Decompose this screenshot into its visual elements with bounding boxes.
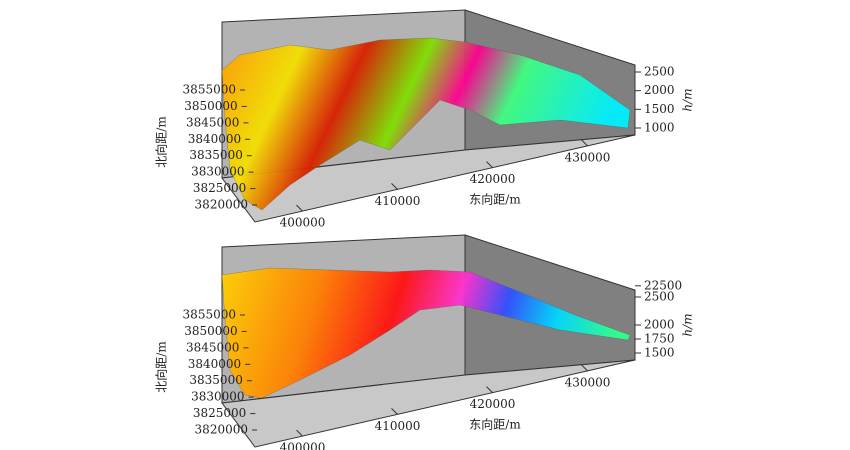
x-tick-label: 410000 bbox=[375, 419, 421, 433]
z-axis-label: h/m bbox=[681, 313, 695, 336]
y-tick-label: 3825000 bbox=[193, 406, 246, 420]
y-tick-label: 3820000 bbox=[195, 423, 248, 437]
y-tick-label: 3855000 bbox=[183, 83, 236, 97]
y-tick-label: 3825000 bbox=[193, 181, 246, 195]
x-tick-label: 420000 bbox=[470, 397, 516, 411]
y-tick-label: 3855000 bbox=[183, 308, 236, 322]
surface bbox=[221, 267, 631, 399]
y-axis-label: 北向距/m bbox=[154, 116, 169, 168]
x-axis-label: 东向距/m bbox=[469, 417, 521, 432]
z-tick-label: 2000 bbox=[644, 83, 675, 97]
y-tick-label: 3850000 bbox=[184, 99, 237, 113]
z-tick-label: 1750 bbox=[644, 332, 675, 346]
z-tick-label: 1000 bbox=[644, 121, 675, 135]
z-tick-label: 1500 bbox=[644, 102, 675, 116]
floor bbox=[221, 359, 636, 448]
z-tick-label: 2500 bbox=[644, 290, 675, 304]
z-tick-label: 22500 bbox=[644, 278, 682, 292]
y-tick-label: 3845000 bbox=[186, 340, 239, 354]
x-tick bbox=[486, 386, 493, 393]
y-tick-label: 3835000 bbox=[189, 373, 242, 387]
y-tick-label: 3820000 bbox=[195, 198, 248, 212]
x-tick-label: 400000 bbox=[280, 216, 326, 230]
floor bbox=[221, 134, 636, 223]
y-axis-label: 北向距/m bbox=[154, 341, 169, 393]
y-tick-label: 3835000 bbox=[189, 148, 242, 162]
z-axis-label: h/m bbox=[681, 88, 695, 111]
x-tick bbox=[486, 161, 493, 168]
y-tick-label: 3845000 bbox=[186, 115, 239, 129]
x-tick bbox=[391, 408, 398, 415]
x-tick bbox=[296, 204, 303, 212]
x-axis-label: 东向距/m bbox=[469, 192, 521, 207]
x-tick-label: 410000 bbox=[375, 194, 421, 208]
x-tick-label: 400000 bbox=[280, 441, 326, 450]
surface bbox=[221, 37, 631, 211]
z-tick-label: 1500 bbox=[644, 346, 675, 360]
y-tick-label: 3850000 bbox=[184, 324, 237, 338]
y-tick-label: 3840000 bbox=[188, 132, 241, 146]
y-tick-label: 3840000 bbox=[188, 357, 241, 371]
x-tick bbox=[581, 139, 588, 147]
z-tick-label: 2500 bbox=[644, 65, 675, 79]
x-tick bbox=[581, 364, 588, 372]
y-tick-label: 3830000 bbox=[191, 390, 244, 404]
z-tick-label: 2000 bbox=[644, 318, 675, 332]
x-tick bbox=[391, 183, 398, 190]
x-tick-label: 420000 bbox=[470, 172, 516, 186]
x-tick-label: 430000 bbox=[565, 375, 611, 389]
x-tick-label: 430000 bbox=[565, 150, 611, 164]
y-tick-label: 3830000 bbox=[191, 165, 244, 179]
x-tick bbox=[296, 429, 303, 437]
